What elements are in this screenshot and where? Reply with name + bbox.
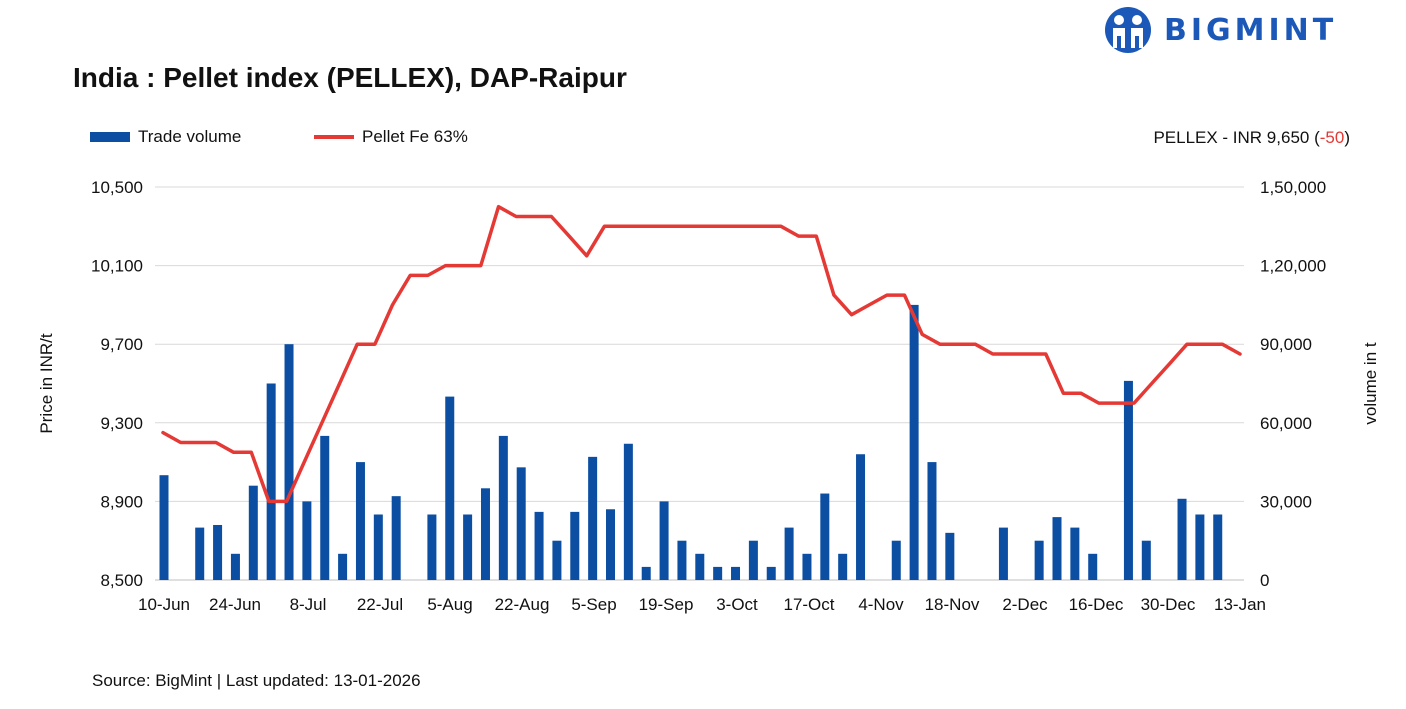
pellex-suffix: ) [1344,128,1350,147]
trade-volume-bar [784,527,794,580]
brand-name: BIGMINT [1164,12,1338,48]
trade-volume-bar [1034,540,1044,580]
trade-volume-bar [320,435,330,580]
brand-logo: BIGMINT [1104,5,1364,55]
x-tick-label: 5-Aug [427,595,472,614]
trade-volume-bar [534,511,544,580]
trade-volume-bar [677,540,687,580]
x-tick-label: 30-Dec [1141,595,1196,614]
trade-volume-bar [695,553,705,580]
trade-volume-bar [838,553,848,580]
pellex-change: -50 [1319,128,1345,147]
trade-volume-bar [1213,514,1223,580]
trade-volume-bar [213,524,223,580]
x-tick-label: 13-Jan [1214,595,1266,614]
trade-volume-bar [284,344,294,580]
trade-volume-bar [1195,514,1205,580]
pellex-summary: PELLEX - INR 9,650 (-50) [1153,128,1350,148]
x-tick-label: 5-Sep [571,595,616,614]
x-tick-label: 10-Jun [138,595,190,614]
trade-volume-bar [588,456,598,580]
x-tick-label: 4-Nov [858,595,904,614]
trade-volume-bar [480,488,490,580]
trade-volume-bar [641,566,651,580]
trade-volume-bar [998,527,1008,580]
right-axis-tick-label: 1,20,000 [1260,257,1326,276]
x-tick-label: 16-Dec [1069,595,1124,614]
left-axis-tick-label: 8,500 [100,571,143,590]
trade-volume-bar [445,396,455,580]
legend-pellet-label: Pellet Fe 63% [362,127,468,146]
right-axis-tick-label: 60,000 [1260,414,1312,433]
x-tick-label: 17-Oct [783,595,834,614]
trade-volume-bar [1141,540,1151,580]
chart-title: India : Pellet index (PELLEX), DAP-Raipu… [73,62,627,93]
trade-volume-bar [909,304,919,580]
trade-volume-bar [159,475,169,580]
right-axis-tick-label: 0 [1260,571,1269,590]
left-axis-tick-label: 9,300 [100,414,143,433]
trade-volume-bar [338,553,348,580]
right-axis-tick-label: 30,000 [1260,492,1312,511]
trade-volume-bar [552,540,562,580]
x-tick-label: 24-Jun [209,595,261,614]
legend-pellet: Pellet Fe 63% [314,127,468,147]
x-tick-label: 19-Sep [639,595,694,614]
trade-volume-bar [463,514,473,580]
trade-volume-bar [516,467,526,580]
brand-logo-icon [1105,7,1151,53]
legend-trade-volume: Trade volume [90,127,241,147]
trade-volume-bar [606,509,615,580]
left-axis-tick-label: 10,100 [91,257,143,276]
trade-volume-bar [195,527,205,580]
trade-volume-bar [266,383,276,580]
pellex-prefix: PELLEX - INR 9,650 ( [1153,128,1320,147]
x-tick-label: 8-Jul [290,595,327,614]
x-tick-label: 22-Aug [495,595,550,614]
trade-volume-bar [748,540,758,580]
trade-volume-bar [891,540,901,580]
trade-volume-bar [820,493,830,580]
right-axis-tick-label: 90,000 [1260,335,1312,354]
trade-volume-bar [302,501,312,580]
trade-volume-bar [248,485,258,580]
trade-volume-bar [623,443,633,580]
right-axis-tick-label: 1,50,000 [1260,178,1326,197]
trade-volume-bar [1123,380,1133,580]
right-axis-label: volume in t [1361,342,1380,424]
legend-trade-volume-label: Trade volume [138,127,242,146]
trade-volume-bar [802,553,812,580]
trade-volume-bar [713,566,723,580]
trade-volume-bar [927,462,937,580]
x-tick-label: 3-Oct [716,595,758,614]
trade-volume-bar [570,511,580,580]
source-note: Source: BigMint | Last updated: 13-01-20… [92,671,421,690]
trade-volume-bar [731,566,741,580]
trade-volume-bar [659,501,669,580]
trade-volume-bar [945,532,955,580]
trade-volume-bar [1052,517,1062,580]
pellet-price-line [161,204,1242,504]
left-axis-label: Price in INR/t [37,333,56,433]
legend-line-swatch [314,135,354,139]
trade-volume-bar [1088,553,1098,580]
x-tick-label: 2-Dec [1002,595,1048,614]
trade-volume-bar [230,553,240,580]
left-axis-tick-label: 10,500 [91,178,143,197]
x-tick-label: 22-Jul [357,595,403,614]
trade-volume-bar [766,566,776,580]
trade-volume-bar [856,454,866,580]
left-axis-tick-label: 8,900 [100,492,143,511]
trade-volume-bar [1177,498,1187,580]
trade-volume-bar [498,435,508,580]
trade-volume-bar [355,462,365,580]
trade-volume-bar [391,496,401,580]
trade-volume-bar [373,514,383,580]
trade-volume-bar [427,514,437,580]
x-tick-label: 18-Nov [925,595,980,614]
trade-volume-bar [1070,527,1080,580]
legend-bar-swatch [90,132,130,142]
left-axis-tick-label: 9,700 [100,335,143,354]
